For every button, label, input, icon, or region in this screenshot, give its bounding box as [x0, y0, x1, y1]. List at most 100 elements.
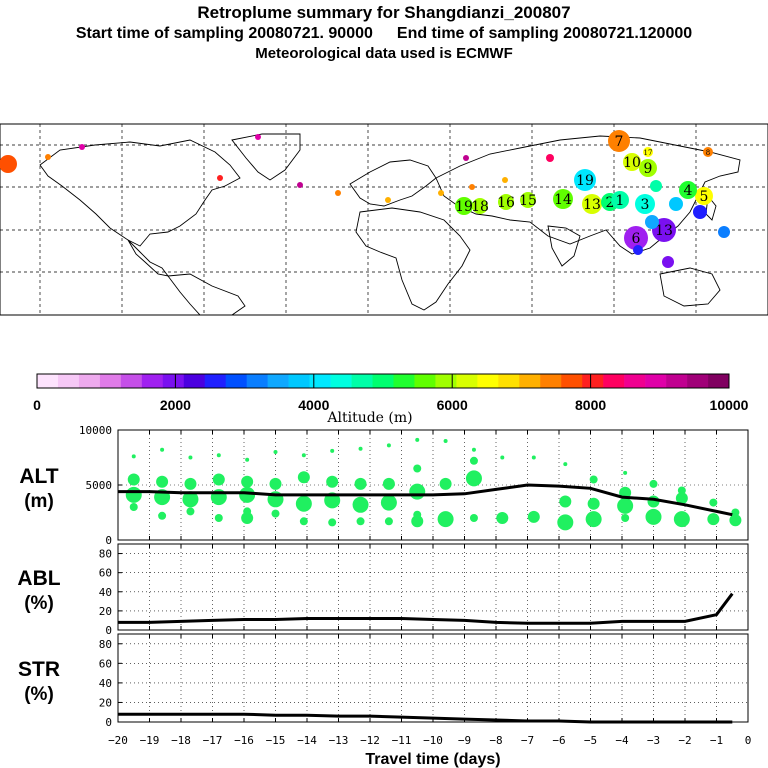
map-marker-label: 16 — [497, 195, 515, 211]
altitude-dot — [160, 447, 165, 452]
altitude-dot — [354, 477, 367, 490]
altitude-dot — [707, 513, 720, 526]
map-marker-label: 13 — [655, 223, 673, 239]
map-marker-dot — [635, 194, 655, 214]
y-tick-label: 80 — [99, 638, 112, 651]
altitude-dot — [531, 455, 536, 460]
colorbar-swatch — [141, 374, 164, 388]
map-marker: 14 — [553, 189, 573, 209]
map-marker-label: 19 — [576, 173, 594, 189]
colorbar-swatch — [288, 374, 310, 388]
map-marker-label: 3 — [641, 197, 650, 213]
altitude-dot — [729, 514, 742, 527]
map-marker: 9 — [639, 159, 657, 177]
map-marker-label: 5 — [700, 189, 709, 205]
colorbar-swatch — [624, 374, 646, 388]
altitude-dot — [437, 511, 454, 528]
altitude-dot — [131, 454, 136, 459]
map-marker: 13 — [582, 194, 602, 214]
altitude-dot — [125, 486, 142, 503]
colorbar-swatch — [162, 374, 185, 388]
colorbar-swatch — [330, 374, 352, 388]
x-tick-label: −4 — [615, 734, 629, 747]
colorbar-swatch — [309, 374, 331, 388]
y-axis-units: (m) — [24, 491, 54, 512]
map-marker-dot — [520, 192, 536, 208]
map-marker-dot-small — [718, 226, 730, 238]
altitude-dot — [585, 511, 602, 528]
colorbar-tick-label: 10000 — [710, 397, 749, 413]
y-tick-label: 60 — [99, 567, 112, 580]
map-marker-dot — [553, 189, 573, 209]
x-tick-label: −13 — [329, 734, 349, 747]
altitude-dot — [415, 437, 420, 442]
map-marker: 19 — [455, 197, 473, 215]
map-marker-dot — [498, 194, 514, 210]
altitude-dot — [587, 497, 600, 510]
altitude-dot — [245, 457, 250, 462]
x-tick-label: −11 — [392, 734, 412, 747]
altitude-dot — [621, 514, 630, 522]
altitude-dot — [623, 470, 628, 475]
x-tick-label: −8 — [489, 734, 502, 747]
map-marker-dot-small — [645, 215, 659, 229]
colorbar-swatch — [498, 374, 520, 388]
colorbar-swatch — [99, 374, 122, 388]
series-line-alt — [118, 483, 733, 517]
colorbar-swatch — [225, 374, 247, 388]
map-marker-dot — [643, 147, 653, 157]
map-marker-dot — [582, 194, 602, 214]
map-marker-dot-small — [255, 134, 261, 140]
sampling-times: Start time of sampling 20080721. 90000 En… — [0, 24, 768, 44]
map-marker: 3 — [635, 194, 655, 214]
altitude-dot — [295, 495, 312, 512]
altitude-dot — [469, 514, 478, 522]
colorbar-swatch — [183, 374, 206, 388]
colorbar-swatch — [519, 374, 541, 388]
map-marker-dot-small — [335, 190, 341, 196]
map-marker: 18 — [471, 198, 489, 215]
x-tick-label: −18 — [171, 734, 191, 747]
y-tick-label: 0 — [105, 624, 112, 637]
map-marker-label: 19 — [455, 199, 473, 215]
altitude-dot — [563, 462, 568, 467]
y-tick-label: 10000 — [79, 424, 112, 437]
x-tick-label: −20 — [108, 734, 128, 747]
x-tick-label: −3 — [647, 734, 660, 747]
altitude-dot — [677, 486, 686, 495]
chart-title-block: Retroplume summary for Shangdianzi_20080… — [0, 2, 768, 63]
panel-abl: 0 20 40 60 80 ABL (%) — [17, 543, 749, 637]
map-frame — [0, 123, 768, 316]
map-marker-dot — [455, 197, 473, 215]
altitude-dot — [500, 455, 505, 460]
map-marker: 1 — [611, 191, 629, 209]
altitude-dot — [358, 446, 363, 451]
y-tick-label: 5000 — [86, 479, 113, 492]
altitude-dot — [356, 517, 365, 526]
map-grid — [0, 124, 768, 315]
y-axis-label: STR — [18, 658, 60, 681]
map-marker-dot — [608, 130, 630, 152]
map-marker-label: 14 — [554, 192, 572, 208]
panel-alt: 0 5000 10000 ALT (m) — [19, 424, 749, 547]
altitude-dot — [709, 498, 718, 507]
map-marker-dot-small — [662, 256, 674, 268]
altitude-dot — [271, 509, 280, 518]
colorbar-swatch — [78, 374, 101, 388]
continent-outlines — [39, 133, 741, 316]
chart-title: Retroplume summary for Shangdianzi_20080… — [197, 3, 571, 22]
map-marker-dot — [679, 181, 697, 199]
map-marker: 4 — [679, 181, 697, 199]
x-axis-label: Travel time (days) — [365, 751, 500, 768]
map-marker-dot — [472, 198, 488, 214]
map-marker: 16 — [497, 194, 515, 211]
x-tick-label: −10 — [423, 734, 443, 747]
y-axis-label: ALT — [19, 465, 58, 488]
colorbar-swatch — [351, 374, 373, 388]
map-marker: 5 — [695, 187, 713, 205]
colorbar-swatch — [540, 374, 562, 388]
altitude-dot — [129, 503, 138, 511]
